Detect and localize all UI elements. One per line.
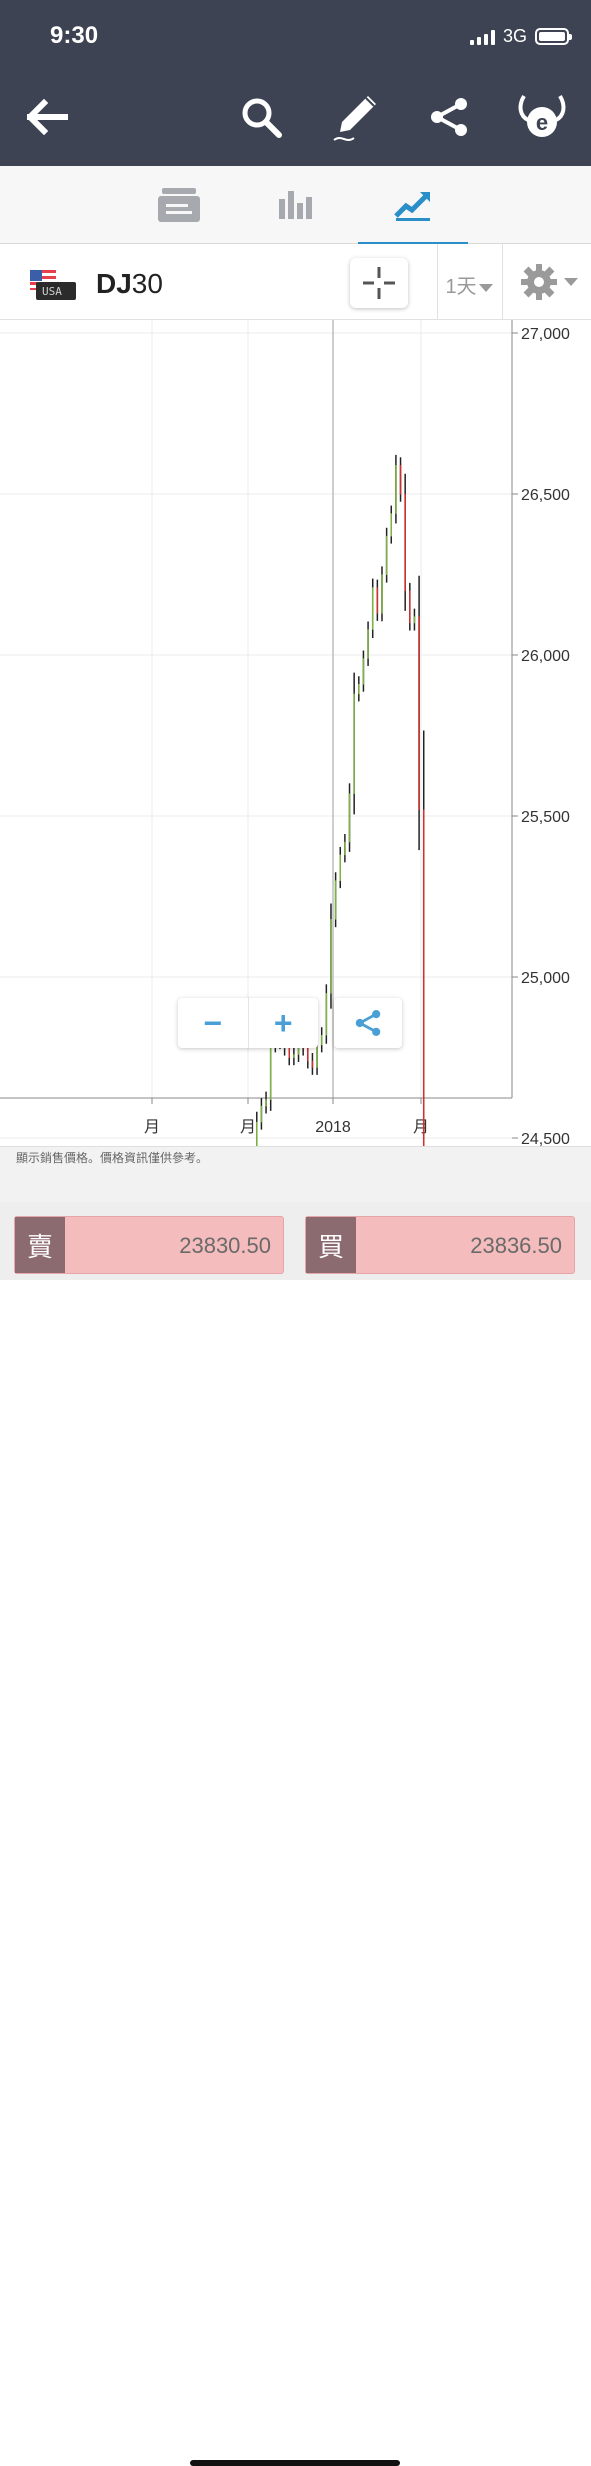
instrument-name-bold: DJ — [96, 268, 132, 299]
flag-label: USA — [42, 285, 62, 298]
y-tick-label: 26,000 — [521, 648, 570, 665]
search-icon[interactable] — [236, 92, 286, 142]
x-tick-label: 月 — [144, 1119, 160, 1136]
trade-bar: 賣 23830.50 買 23836.50 — [0, 1202, 591, 2466]
buy-price: 23836.50 — [470, 1233, 562, 1258]
tab-news[interactable] — [124, 166, 234, 244]
instrument-name-rest: 30 — [131, 268, 163, 299]
divider — [437, 244, 438, 320]
back-arrow-icon[interactable] — [22, 92, 72, 142]
chevron-down-icon — [478, 283, 493, 292]
chart-settings-button[interactable] — [520, 262, 586, 302]
disclaimer-text: 顯示銷售價格。價格資訊僅供參考。 — [16, 1151, 209, 1165]
network-type: 3G — [502, 26, 527, 46]
y-tick-label: 25,500 — [521, 809, 570, 826]
instrument-header: USA DJ30 1天 — [0, 244, 591, 320]
pencil-icon[interactable] — [328, 92, 384, 142]
instrument-name: DJ30 — [96, 268, 163, 300]
tab-stats[interactable] — [241, 166, 351, 244]
sell-button[interactable]: 賣 23830.50 — [14, 1216, 284, 1274]
signal-icon — [469, 29, 495, 45]
plus-icon: + — [273, 1004, 293, 1041]
chart-share-button[interactable] — [334, 998, 402, 1048]
battery-icon — [535, 28, 572, 45]
y-tick-label: 24,500 — [521, 1131, 570, 1146]
tab-bar — [0, 166, 591, 245]
etoro-logo-icon[interactable]: e — [514, 92, 570, 142]
sell-label: 賣 — [15, 1217, 65, 1273]
app-bar: e — [0, 68, 591, 166]
crosshair-icon — [363, 267, 395, 299]
x-tick-label: 月 — [240, 1119, 256, 1136]
chevron-down-icon — [564, 278, 578, 286]
zoom-out-button[interactable]: − — [178, 998, 249, 1048]
status-bar: 9:30 3G — [0, 0, 591, 68]
news-icon — [158, 188, 200, 222]
crosshair-button[interactable] — [350, 258, 408, 308]
tab-chart[interactable] — [358, 166, 468, 245]
y-tick-label: 25,000 — [521, 970, 570, 987]
stats-icon — [279, 191, 312, 219]
chart-icon — [394, 192, 430, 221]
divider — [502, 244, 503, 320]
home-indicator — [190, 2460, 400, 2466]
zoom-controls: − + — [178, 998, 318, 1048]
status-indicators: 3G — [469, 26, 572, 47]
share-icon — [355, 1010, 381, 1036]
svg-text:e: e — [536, 110, 548, 135]
y-tick-label: 26,500 — [521, 487, 570, 504]
minus-icon: − — [203, 1004, 223, 1041]
zoom-in-button[interactable]: + — [249, 998, 319, 1048]
gear-icon — [521, 264, 557, 300]
sell-price: 23830.50 — [179, 1233, 271, 1258]
us-flag-icon: USA — [30, 270, 76, 302]
buy-button[interactable]: 買 23836.50 — [305, 1216, 575, 1274]
share-icon[interactable] — [424, 92, 474, 142]
x-tick-label: 月 — [413, 1119, 429, 1136]
timeframe-select[interactable]: 1天 — [438, 270, 500, 299]
timeframe-label: 1天 — [445, 276, 477, 298]
x-tick-label: 2018 — [315, 1119, 351, 1136]
status-time: 9:30 — [50, 22, 99, 49]
buy-label: 買 — [306, 1217, 356, 1273]
y-tick-label: 27,000 — [521, 326, 570, 343]
price-disclaimer: 顯示銷售價格。價格資訊僅供參考。 — [0, 1146, 591, 1202]
